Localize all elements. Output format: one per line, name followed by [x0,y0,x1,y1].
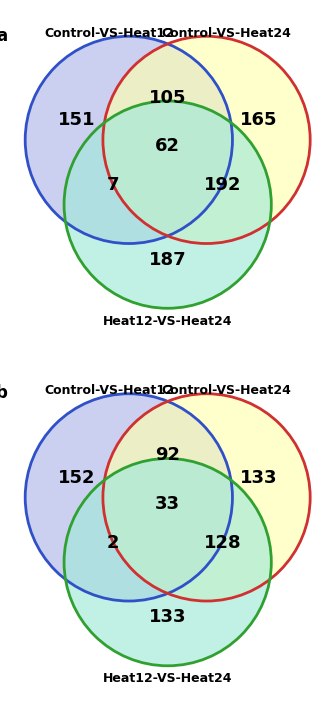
Text: a: a [0,26,7,44]
Text: Control-VS-Heat12: Control-VS-Heat12 [44,384,174,397]
Text: Control-VS-Heat24: Control-VS-Heat24 [161,26,291,39]
Text: 133: 133 [149,608,186,626]
Text: 33: 33 [155,495,180,513]
Text: 128: 128 [204,533,242,552]
Text: 187: 187 [149,251,186,269]
Text: 192: 192 [204,176,242,194]
Circle shape [103,36,310,244]
Text: 152: 152 [58,469,96,487]
Circle shape [103,394,310,601]
Text: 105: 105 [149,89,186,107]
Text: 92: 92 [155,446,180,464]
Text: 62: 62 [155,137,180,155]
Circle shape [64,101,271,308]
Text: b: b [0,384,8,402]
Text: Heat12-VS-Heat24: Heat12-VS-Heat24 [103,672,232,685]
Text: 2: 2 [106,533,119,552]
Circle shape [25,394,232,601]
Text: Control-VS-Heat24: Control-VS-Heat24 [161,384,291,397]
Text: 133: 133 [240,469,277,487]
Text: 151: 151 [58,112,96,129]
Circle shape [25,36,232,244]
Text: Heat12-VS-Heat24: Heat12-VS-Heat24 [103,315,232,327]
Circle shape [64,458,271,666]
Text: 165: 165 [240,112,277,129]
Text: 7: 7 [106,176,119,194]
Text: Control-VS-Heat12: Control-VS-Heat12 [44,26,174,39]
